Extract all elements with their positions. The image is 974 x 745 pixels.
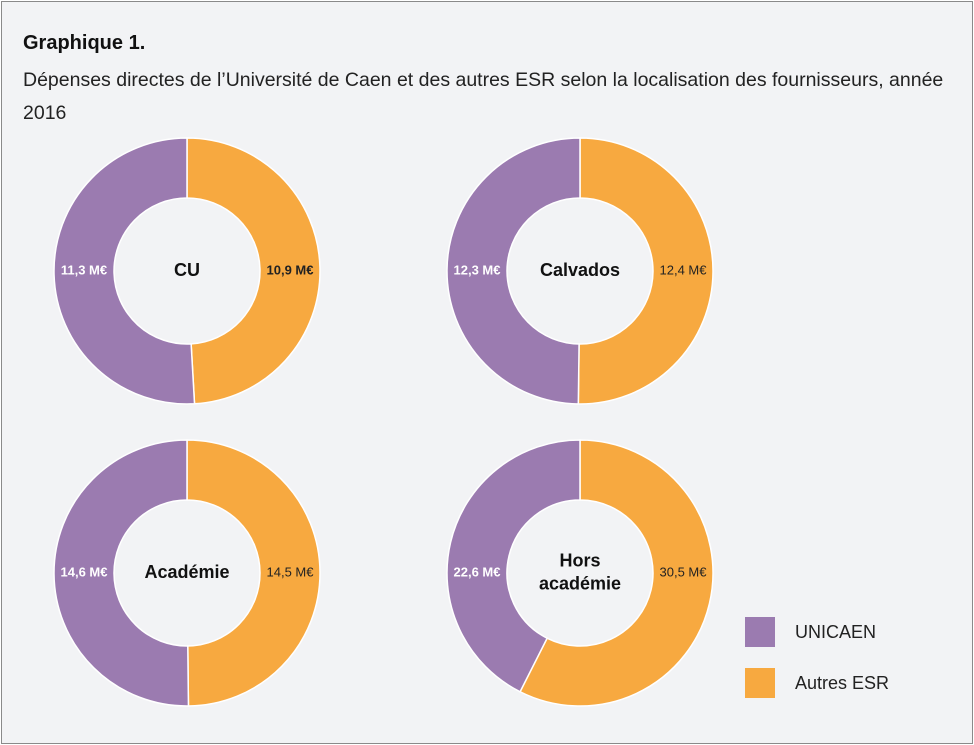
- legend-swatch: [745, 617, 775, 647]
- value-label: 10,9 M€: [267, 262, 314, 277]
- chart-title: Graphique 1.: [23, 32, 146, 54]
- value-label: 11,3 M€: [61, 262, 107, 277]
- donut-center-label: Hors académie: [539, 550, 621, 593]
- value-label: 12,4 M€: [660, 262, 708, 277]
- donut-segment: [577, 137, 714, 405]
- chart-subtitle: Dépenses directes de l’Université de Cae…: [23, 69, 944, 124]
- value-label: 12,3 M€: [454, 262, 501, 277]
- donut-segment: [53, 439, 190, 707]
- donut-segment: [519, 439, 714, 707]
- donut-segment: [53, 137, 196, 405]
- value-label: 14,5 M€: [267, 564, 315, 579]
- donut-segment: [186, 137, 321, 405]
- donut-center-label: CU: [174, 260, 200, 280]
- legend-label: UNICAEN: [795, 622, 876, 642]
- donut-center-label: Académie: [144, 562, 229, 582]
- legend-swatch: [745, 668, 775, 698]
- donut-center-label: Calvados: [540, 260, 620, 280]
- value-label: 30,5 M€: [660, 564, 708, 579]
- donut-segment: [446, 439, 581, 693]
- legend-label: Autres ESR: [795, 673, 889, 693]
- value-label: 22,6 M€: [454, 564, 501, 579]
- donut-segment: [186, 439, 321, 707]
- donut-segment: [446, 137, 581, 405]
- value-label: 14,6 M€: [61, 564, 108, 579]
